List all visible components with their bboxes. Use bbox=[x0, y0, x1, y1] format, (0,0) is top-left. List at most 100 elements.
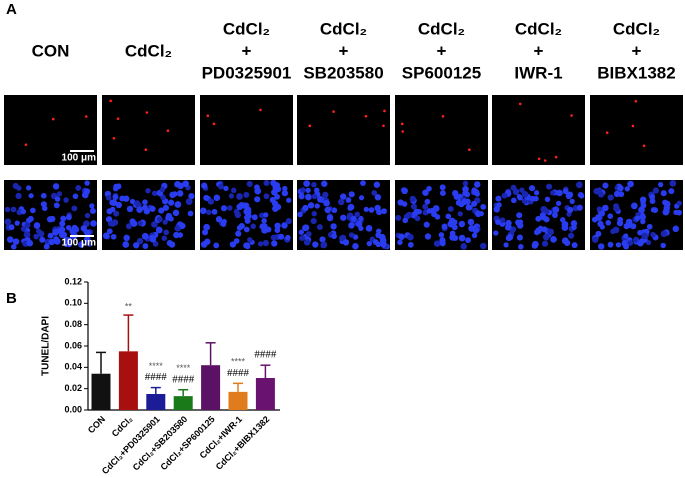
dapi-nucleus bbox=[10, 243, 17, 250]
dapi-nucleus bbox=[331, 233, 337, 240]
dapi-nucleus bbox=[270, 179, 277, 187]
dapi-nucleus bbox=[576, 204, 583, 211]
dapi-nucleus bbox=[510, 226, 517, 233]
dapi-nucleus bbox=[110, 233, 117, 240]
dapi-nucleus bbox=[348, 191, 355, 198]
dapi-nucleus bbox=[552, 212, 558, 219]
column-header: + bbox=[437, 41, 447, 60]
dapi-nucleus bbox=[541, 240, 549, 247]
dapi-nucleus bbox=[358, 195, 365, 201]
dapi-nucleus bbox=[112, 186, 119, 192]
dapi-nucleus bbox=[42, 205, 48, 212]
dapi-nucleus bbox=[401, 187, 408, 195]
dapi-nucleus bbox=[637, 239, 644, 247]
dapi-nucleus bbox=[465, 204, 472, 211]
dapi-nucleus bbox=[599, 224, 605, 230]
dapi-nucleus bbox=[10, 206, 17, 213]
tunel-dot bbox=[605, 131, 609, 135]
dapi-nucleus bbox=[342, 239, 350, 246]
tunel-dot bbox=[84, 115, 88, 118]
dapi-nucleus bbox=[576, 181, 583, 189]
dapi-nucleus bbox=[439, 240, 446, 247]
dapi-nucleus bbox=[156, 226, 162, 232]
dapi-nucleus bbox=[511, 197, 517, 204]
dapi-nucleus bbox=[550, 235, 557, 243]
dapi-nucleus bbox=[132, 242, 140, 249]
dapi-nucleus bbox=[375, 232, 381, 239]
dapi-nucleus bbox=[20, 226, 27, 232]
significance-hash: #### bbox=[227, 367, 250, 379]
dapi-nucleus bbox=[592, 236, 599, 243]
dapi-nucleus bbox=[305, 193, 312, 201]
dapi-nucleus bbox=[72, 193, 79, 200]
dapi-nucleus bbox=[630, 223, 637, 230]
dapi-nucleus bbox=[169, 191, 176, 199]
dapi-nucleus bbox=[457, 211, 463, 217]
dapi-nucleus bbox=[83, 236, 91, 243]
dapi-nucleus bbox=[372, 239, 379, 246]
tunel-dot bbox=[383, 109, 386, 113]
dapi-nucleus bbox=[33, 222, 41, 229]
dapi-nucleus bbox=[158, 207, 165, 214]
dapi-nucleus bbox=[379, 237, 387, 244]
tunel-image bbox=[297, 95, 390, 165]
dapi-nucleus bbox=[314, 187, 320, 193]
dapi-nucleus bbox=[162, 219, 168, 225]
dapi-nucleus bbox=[672, 225, 679, 233]
dapi-nucleus bbox=[106, 228, 113, 235]
tunel-dot bbox=[634, 99, 638, 103]
dapi-nucleus bbox=[174, 201, 182, 208]
scale-bar-label: 100 μm bbox=[62, 153, 97, 164]
dapi-nucleus bbox=[631, 202, 638, 210]
dapi-nucleus bbox=[211, 208, 218, 215]
y-tick-label: 0.04 bbox=[64, 362, 82, 372]
dapi-nucleus bbox=[395, 214, 402, 221]
dapi-nucleus bbox=[398, 233, 405, 240]
tunel-dot bbox=[642, 144, 646, 148]
dapi-nucleus bbox=[201, 229, 209, 236]
dapi-nucleus bbox=[145, 188, 151, 194]
dapi-nucleus bbox=[166, 239, 173, 247]
dapi-nucleus bbox=[141, 232, 149, 240]
dapi-nucleus bbox=[660, 230, 668, 238]
dapi-nucleus bbox=[439, 184, 446, 191]
dapi-nucleus bbox=[340, 193, 347, 200]
dapi-nucleus bbox=[556, 189, 563, 197]
dapi-nucleus bbox=[112, 194, 119, 201]
dapi-nucleus bbox=[137, 220, 143, 226]
dapi-nucleus bbox=[605, 219, 612, 226]
dapi-nucleus bbox=[263, 179, 270, 187]
dapi-nucleus bbox=[506, 233, 514, 241]
dapi-nucleus bbox=[462, 185, 469, 193]
dapi-nucleus bbox=[560, 217, 566, 223]
dapi-nucleus bbox=[254, 184, 260, 191]
dapi-nucleus bbox=[172, 209, 180, 217]
dapi-nucleus bbox=[595, 230, 602, 237]
dapi-nucleus bbox=[182, 180, 190, 188]
dapi-nucleus bbox=[596, 206, 603, 212]
dapi-nucleus bbox=[174, 180, 181, 188]
dapi-nucleus bbox=[305, 187, 311, 194]
dapi-nucleus bbox=[566, 191, 574, 198]
dapi-nucleus bbox=[303, 180, 311, 187]
dapi-nucleus bbox=[495, 195, 502, 202]
dapi-nucleus bbox=[251, 214, 258, 221]
dapi-nucleus bbox=[550, 190, 556, 196]
dapi-nucleus bbox=[244, 217, 251, 224]
dapi-nucleus bbox=[151, 221, 158, 228]
dapi-nucleus bbox=[263, 212, 269, 218]
dapi-nucleus bbox=[107, 220, 114, 227]
column-header: BIBX1382 bbox=[597, 63, 675, 82]
dapi-nucleus bbox=[26, 239, 34, 247]
dapi-nucleus bbox=[161, 235, 167, 241]
dapi-nucleus bbox=[84, 180, 90, 186]
dapi-nucleus bbox=[63, 197, 69, 203]
dapi-nucleus bbox=[168, 216, 174, 222]
dapi-nucleus bbox=[278, 233, 285, 240]
dapi-nucleus bbox=[89, 203, 95, 209]
dapi-nucleus bbox=[373, 181, 381, 188]
dapi-nucleus bbox=[311, 181, 317, 188]
dapi-nucleus bbox=[613, 205, 620, 212]
dapi-nucleus bbox=[246, 180, 253, 187]
dapi-nucleus bbox=[233, 238, 240, 244]
